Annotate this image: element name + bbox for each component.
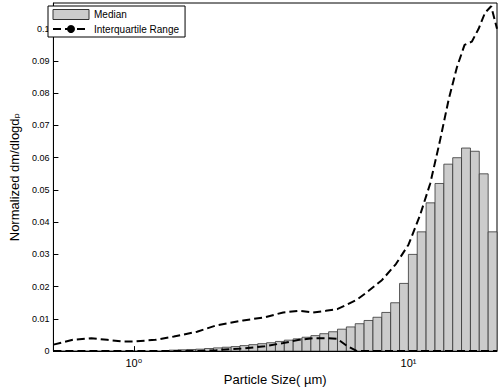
svg-text:0.07: 0.07 — [32, 120, 50, 130]
svg-text:0.06: 0.06 — [32, 153, 50, 163]
svg-text:0.01: 0.01 — [32, 314, 50, 324]
svg-text:0.05: 0.05 — [32, 185, 50, 195]
svg-text:0.1: 0.1 — [36, 23, 50, 34]
svg-text:10¹: 10¹ — [401, 357, 417, 369]
svg-text:0: 0 — [44, 346, 49, 356]
svg-text:10⁰: 10⁰ — [125, 357, 142, 369]
svg-text:0.03: 0.03 — [32, 249, 50, 259]
svg-text:0.09: 0.09 — [32, 56, 50, 66]
svg-text:Interquartile Range: Interquartile Range — [94, 24, 179, 35]
svg-text:Median: Median — [94, 9, 127, 20]
svg-text:Particle Size( µm): Particle Size( µm) — [224, 372, 327, 387]
svg-text:0.08: 0.08 — [32, 88, 50, 98]
svg-text:0.02: 0.02 — [32, 282, 50, 292]
svg-text:0.04: 0.04 — [32, 217, 50, 227]
svg-text:Normalized dm/dlogdₚ: Normalized dm/dlogdₚ — [7, 113, 22, 241]
